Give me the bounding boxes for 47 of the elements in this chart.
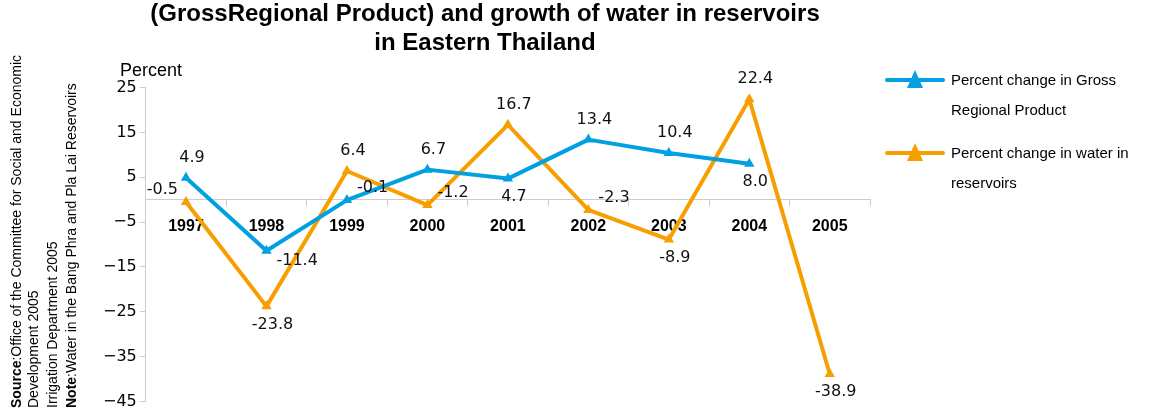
data-label: 4.7 (501, 185, 527, 205)
y-tick-label: −45 (103, 390, 137, 410)
point (261, 300, 272, 310)
point (180, 195, 192, 205)
text: Irrigation Department 2005 (44, 240, 61, 408)
x-tick-label: 2002 (570, 216, 607, 234)
data-label: 6.7 (420, 138, 447, 158)
x-tick-label: 1998 (248, 216, 285, 234)
data-label: 8.0 (742, 170, 769, 190)
text: Note:Water in the Bang Phra and Pla Lai Reservoirs (63, 82, 80, 408)
data-label: -2.3 (598, 187, 630, 207)
data-label: -38.9 (815, 381, 857, 401)
point (824, 368, 835, 378)
legend-label: Percent change in Gross Regional Product (951, 70, 1118, 120)
x-tick-label: 1999 (329, 216, 365, 234)
x-tick-label: 2001 (490, 216, 526, 234)
point (583, 133, 594, 143)
y-tick-label: −25 (103, 300, 137, 320)
data-label: -8.9 (659, 246, 691, 266)
point (744, 157, 755, 167)
data-label: -0.5 (146, 179, 178, 199)
y-tick-label: 5 (126, 166, 137, 186)
x-tick-label: 2000 (409, 216, 446, 234)
y-tick-label: −35 (103, 345, 137, 365)
x-tick-label: 2004 (731, 216, 768, 234)
y-tick-label: −5 (113, 211, 137, 231)
data-label: 13.4 (576, 108, 613, 128)
point (744, 93, 755, 103)
data-label: 4.9 (179, 146, 205, 166)
source-note: Source:Office of the Committee for Social and Economic Development 2005 (8, 54, 42, 408)
point (422, 199, 433, 209)
data-label: 22.4 (737, 68, 774, 88)
point (663, 147, 675, 157)
x-tick-label: 2005 (811, 216, 848, 234)
data-label: -23.8 (251, 313, 294, 333)
point (502, 172, 514, 182)
legend-label: Percent change in water in reservoirs (951, 143, 1130, 193)
chart-title: (GrossRegional Product) and growth of water in reservoirs in Eastern Thailand (150, 0, 820, 55)
point (663, 233, 675, 243)
data-label: 10.4 (657, 122, 693, 142)
data-label: 16.7 (496, 93, 532, 113)
point (502, 118, 514, 128)
point (261, 244, 272, 254)
data-label: 6.4 (340, 140, 366, 160)
y-tick-label: −15 (103, 256, 137, 276)
point (180, 171, 192, 181)
y-tick-label: 15 (116, 121, 137, 141)
